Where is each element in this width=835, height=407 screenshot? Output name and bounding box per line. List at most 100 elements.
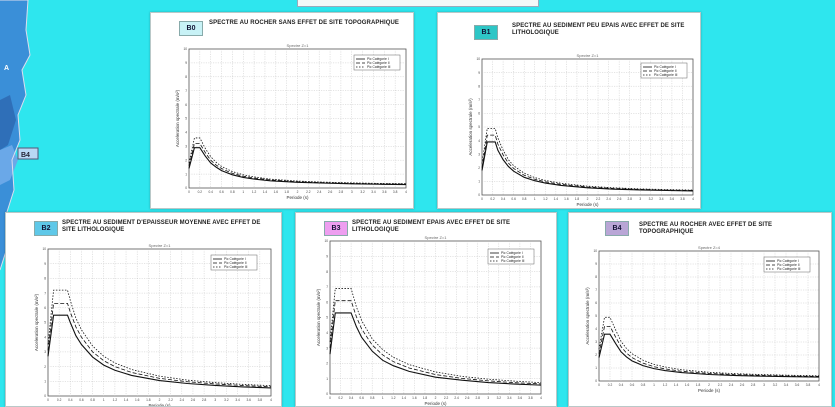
x-tick-label: 1.6 — [274, 190, 279, 194]
x-axis-label: Periode (s) — [698, 388, 721, 393]
x-tick-label: 2.2 — [596, 197, 601, 201]
x-tick-label: 3.2 — [649, 197, 654, 201]
y-tick-label: 5 — [478, 125, 480, 129]
legend-entry: Pic Catégorie II — [654, 69, 677, 73]
x-tick-label: 0.2 — [338, 396, 343, 400]
legend-entry: Pic Catégorie III — [654, 73, 678, 77]
x-tick-label: 3.2 — [224, 398, 229, 402]
y-tick-label: 7 — [595, 288, 597, 292]
x-tick-label: 2.4 — [317, 190, 322, 194]
series-line-3 — [329, 288, 542, 384]
x-tick-label: 4 — [692, 197, 694, 201]
legend-box — [210, 254, 258, 271]
panel-title: SPECTRE AU SEDIMENT EPAIS AVEC EFFET DE … — [352, 220, 511, 233]
panel-title: SPECTRE AU ROCHER AVEC EFFET DE SITE TOP… — [639, 222, 773, 235]
y-tick-label: 8 — [44, 277, 46, 281]
x-tick-label: 2 — [708, 383, 710, 387]
top-strip — [297, 0, 539, 7]
x-tick-label: 1.8 — [146, 398, 151, 402]
legend-entry: Pic Catégorie I — [501, 251, 523, 255]
x-tick-label: 0.8 — [370, 396, 375, 400]
x-tick-label: 0.6 — [79, 398, 84, 402]
panel-tag: B2 — [34, 221, 58, 236]
y-tick-label: 4 — [326, 331, 328, 335]
x-tick-label: 1.8 — [575, 197, 580, 201]
x-tick-label: 0 — [329, 396, 331, 400]
y-tick-label: 5 — [44, 321, 46, 325]
legend-entry: Pic Catégorie I — [777, 259, 799, 263]
x-tick-label: 2 — [587, 197, 589, 201]
y-tick-label: 4 — [44, 335, 46, 339]
x-tick-label: 3 — [639, 197, 641, 201]
y-tick-label: 6 — [185, 103, 187, 107]
map-label-a: A — [4, 65, 9, 72]
x-tick-label: 2.8 — [339, 190, 344, 194]
legend-entry: Pic Catégorie II — [777, 263, 800, 267]
x-tick-label: 1.4 — [263, 190, 268, 194]
x-tick-label: 3.8 — [680, 197, 685, 201]
x-tick-label: 1 — [103, 398, 105, 402]
x-tick-label: 4 — [818, 383, 820, 387]
y-tick-label: 6 — [478, 112, 480, 116]
legend-box — [640, 62, 688, 79]
map-label-b4: B4 — [21, 152, 30, 159]
y-tick-label: 0 — [478, 193, 480, 197]
x-tick-label: 1.6 — [685, 383, 690, 387]
series-line-3 — [481, 127, 694, 191]
y-tick-label: 1 — [478, 180, 480, 184]
x-tick-label: 0.2 — [608, 383, 613, 387]
x-tick-label: 1.2 — [252, 190, 257, 194]
x-axis-label: Periode (s) — [148, 403, 171, 407]
x-tick-label: 2.4 — [454, 396, 459, 400]
x-tick-label: 0.2 — [490, 197, 495, 201]
y-tick-label: 0 — [185, 186, 187, 190]
legend-entry: Pic Catégorie II — [367, 61, 390, 65]
y-tick-label: 10 — [42, 247, 46, 251]
series-line-1 — [47, 314, 272, 389]
plot-title: Spectre Z=1 — [287, 43, 310, 48]
y-tick-label: 10 — [183, 47, 187, 51]
spectrum-panel-b4: B4 SPECTRE AU ROCHER AVEC EFFET DE SITE T… — [568, 212, 832, 407]
x-tick-label: 3 — [214, 398, 216, 402]
legend-box — [763, 256, 811, 273]
series-line-2 — [598, 326, 820, 377]
spectrum-chart: Spectre Z=1 0 0.2 0.4 0.6 0.8 1 1.2 1.4 1.6 1.8 2 2.… — [34, 243, 272, 407]
x-tick-label: 2.2 — [718, 383, 723, 387]
x-tick-label: 3.8 — [393, 190, 398, 194]
x-tick-label: 2.4 — [180, 398, 185, 402]
y-tick-label: 1 — [326, 377, 328, 381]
y-tick-label: 1 — [185, 172, 187, 176]
legend-entry: Pic Catégorie II — [224, 261, 247, 265]
y-tick-label: 7 — [44, 291, 46, 295]
y-tick-label: 4 — [595, 327, 597, 331]
legend-entry: Pic Catégorie I — [654, 65, 676, 69]
panel-title: SPECTRE AU ROCHER SANS EFFET DE SITE TOP… — [209, 20, 400, 26]
x-tick-label: 0.6 — [511, 197, 516, 201]
x-tick-label: 0.4 — [68, 398, 73, 402]
x-tick-label: 2 — [159, 398, 161, 402]
x-tick-label: 2.4 — [729, 383, 734, 387]
x-tick-label: 2 — [297, 190, 299, 194]
map-background: A B4 — [0, 0, 39, 271]
x-tick-label: 3.8 — [528, 396, 533, 400]
x-tick-label: 1 — [653, 383, 655, 387]
x-tick-label: 0.8 — [230, 190, 235, 194]
x-tick-label: 3 — [487, 396, 489, 400]
legend-entry: Pic Catégorie III — [501, 259, 525, 263]
y-tick-label: 2 — [44, 365, 46, 369]
x-tick-label: 2.8 — [475, 396, 480, 400]
y-tick-label: 6 — [44, 306, 46, 310]
y-tick-label: 2 — [326, 362, 328, 366]
x-tick-label: 3.6 — [246, 398, 251, 402]
legend-entry: Pic Catégorie III — [224, 265, 248, 269]
plot-title: Spectre Z=1 — [425, 235, 448, 240]
x-tick-label: 0 — [47, 398, 49, 402]
x-tick-label: 3.6 — [382, 190, 387, 194]
y-tick-label: 5 — [595, 314, 597, 318]
x-tick-label: 0 — [481, 197, 483, 201]
x-tick-label: 2.6 — [465, 396, 470, 400]
spectrum-chart: Spectre Z=1 0 0.2 0.4 0.6 0.8 1 1.2 1.4 1.6 1.8 2 2.… — [316, 235, 542, 406]
y-tick-label: 6 — [326, 300, 328, 304]
y-axis-label: Acceleration spectrale (m/s²) — [468, 98, 473, 156]
y-tick-label: 8 — [185, 75, 187, 79]
